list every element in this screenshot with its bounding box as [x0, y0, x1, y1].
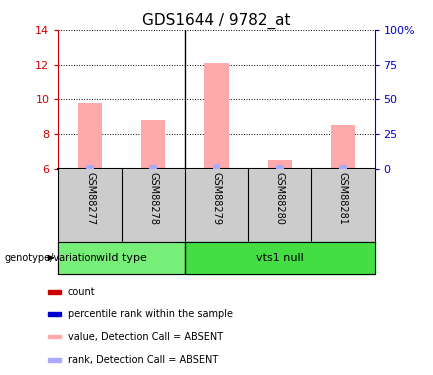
Bar	[331, 125, 355, 169]
Bar	[268, 160, 292, 169]
Text: GSM88278: GSM88278	[148, 172, 158, 225]
Text: genotype/variation: genotype/variation	[4, 253, 97, 263]
Text: GSM88279: GSM88279	[211, 172, 222, 225]
Text: rank, Detection Call = ABSENT: rank, Detection Call = ABSENT	[68, 355, 218, 365]
Text: GSM88281: GSM88281	[338, 172, 348, 225]
Title: GDS1644 / 9782_at: GDS1644 / 9782_at	[142, 12, 291, 28]
Text: count: count	[68, 287, 95, 297]
Bar	[339, 165, 347, 169]
Bar	[48, 358, 61, 362]
Bar	[141, 120, 165, 169]
Text: percentile rank within the sample: percentile rank within the sample	[68, 309, 233, 319]
Text: GSM88277: GSM88277	[85, 172, 95, 225]
Bar	[58, 242, 185, 274]
Bar	[149, 165, 157, 169]
Bar	[78, 103, 102, 169]
Bar	[48, 312, 61, 316]
Bar	[213, 164, 220, 169]
Bar	[204, 63, 229, 169]
Bar	[86, 165, 94, 169]
Text: vts1 null: vts1 null	[256, 253, 304, 263]
Bar	[48, 335, 61, 338]
Bar	[48, 290, 61, 294]
Text: value, Detection Call = ABSENT: value, Detection Call = ABSENT	[68, 332, 223, 342]
Text: wild type: wild type	[96, 253, 147, 263]
Bar	[185, 242, 375, 274]
Bar	[276, 165, 284, 169]
Text: GSM88280: GSM88280	[275, 172, 285, 225]
